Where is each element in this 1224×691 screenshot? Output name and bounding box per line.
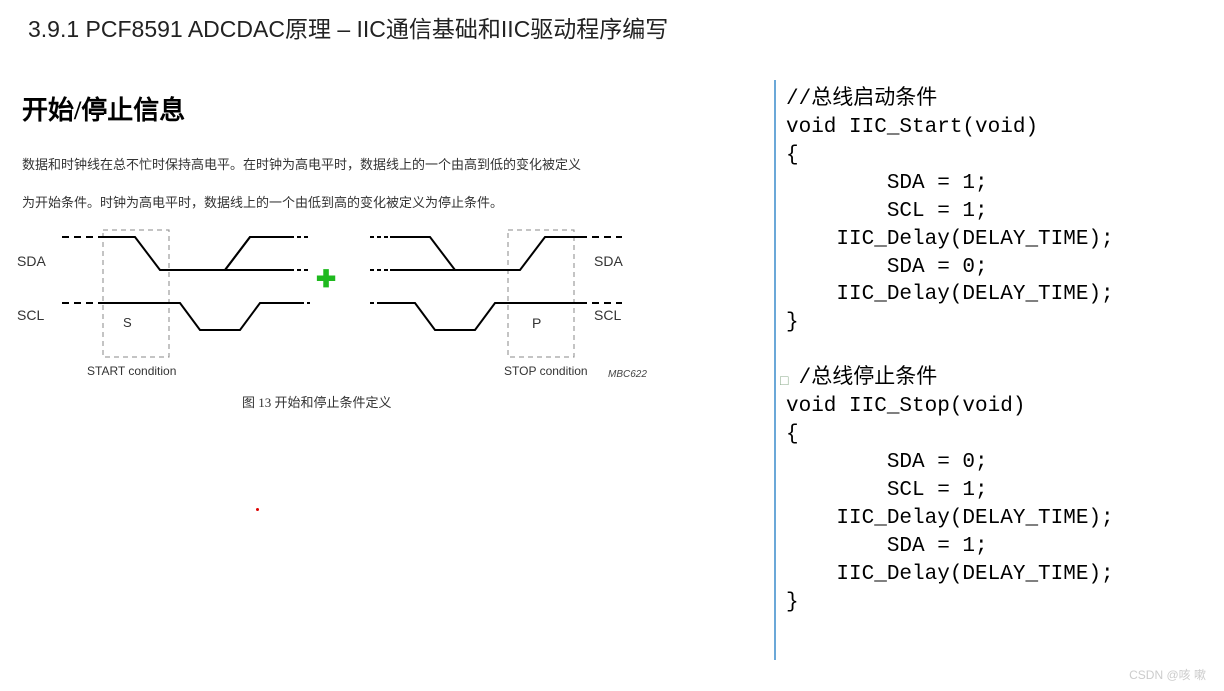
brace-open-1: { [786,144,799,167]
brace-close-2: } [786,591,799,614]
sda-label-right: SDA [594,253,623,269]
code-line-2: SCL = 1; [786,200,988,223]
mbc-code: MBC622 [608,369,647,380]
code-line-10: IIC_Delay(DELAY_TIME); [786,563,1114,586]
start-condition-label: START condition [87,364,176,378]
code-line-5: IIC_Delay(DELAY_TIME); [786,283,1114,306]
scl-label-right: SCL [594,307,621,323]
red-dot [256,508,259,511]
stop-condition-label: STOP condition [504,364,588,378]
code-line-1: SDA = 1; [786,172,988,195]
code-block: //总线启动条件 void IIC_Start(void) { SDA = 1;… [786,86,1114,617]
brace-close-1: } [786,311,799,334]
description-line-2: 为开始条件。时钟为高电平时，数据线上的一个由低到高的变化被定义为停止条件。 [22,192,503,211]
scl-label-left: SCL [17,307,44,323]
edit-marker-icon: □ [780,372,788,388]
timing-diagram [10,225,660,375]
s-label: S [123,315,132,330]
code-line-4: SDA = 0; [786,256,988,279]
code-line-9: SDA = 1; [786,535,988,558]
code-line-7: SCL = 1; [786,479,988,502]
code-line-8: IIC_Delay(DELAY_TIME); [786,507,1114,530]
watermark: CSDN @咳 嗽 [1129,666,1206,683]
fn2-signature: void IIC_Stop(void) [786,395,1025,418]
figure-caption: 图 13 开始和停止条件定义 [242,392,392,411]
plus-icon: ✚ [316,265,336,294]
fn1-signature: void IIC_Start(void) [786,116,1038,139]
page-title: 3.9.1 PCF8591 ADCDAC原理 – IIC通信基础和IIC驱动程序… [28,10,668,44]
p-label: P [532,315,541,331]
description-line-1: 数据和时钟线在总不忙时保持高电平。在时钟为高电平时，数据线上的一个由高到低的变化… [22,154,581,173]
sda-label-left: SDA [17,253,46,269]
section-title: 开始/停止信息 [22,90,185,127]
code-comment-2: /总线停止条件 [786,367,937,390]
vertical-divider [774,80,776,660]
code-comment-1: //总线启动条件 [786,88,937,111]
code-line-6: SDA = 0; [786,451,988,474]
brace-open-2: { [786,423,799,446]
code-line-3: IIC_Delay(DELAY_TIME); [786,228,1114,251]
